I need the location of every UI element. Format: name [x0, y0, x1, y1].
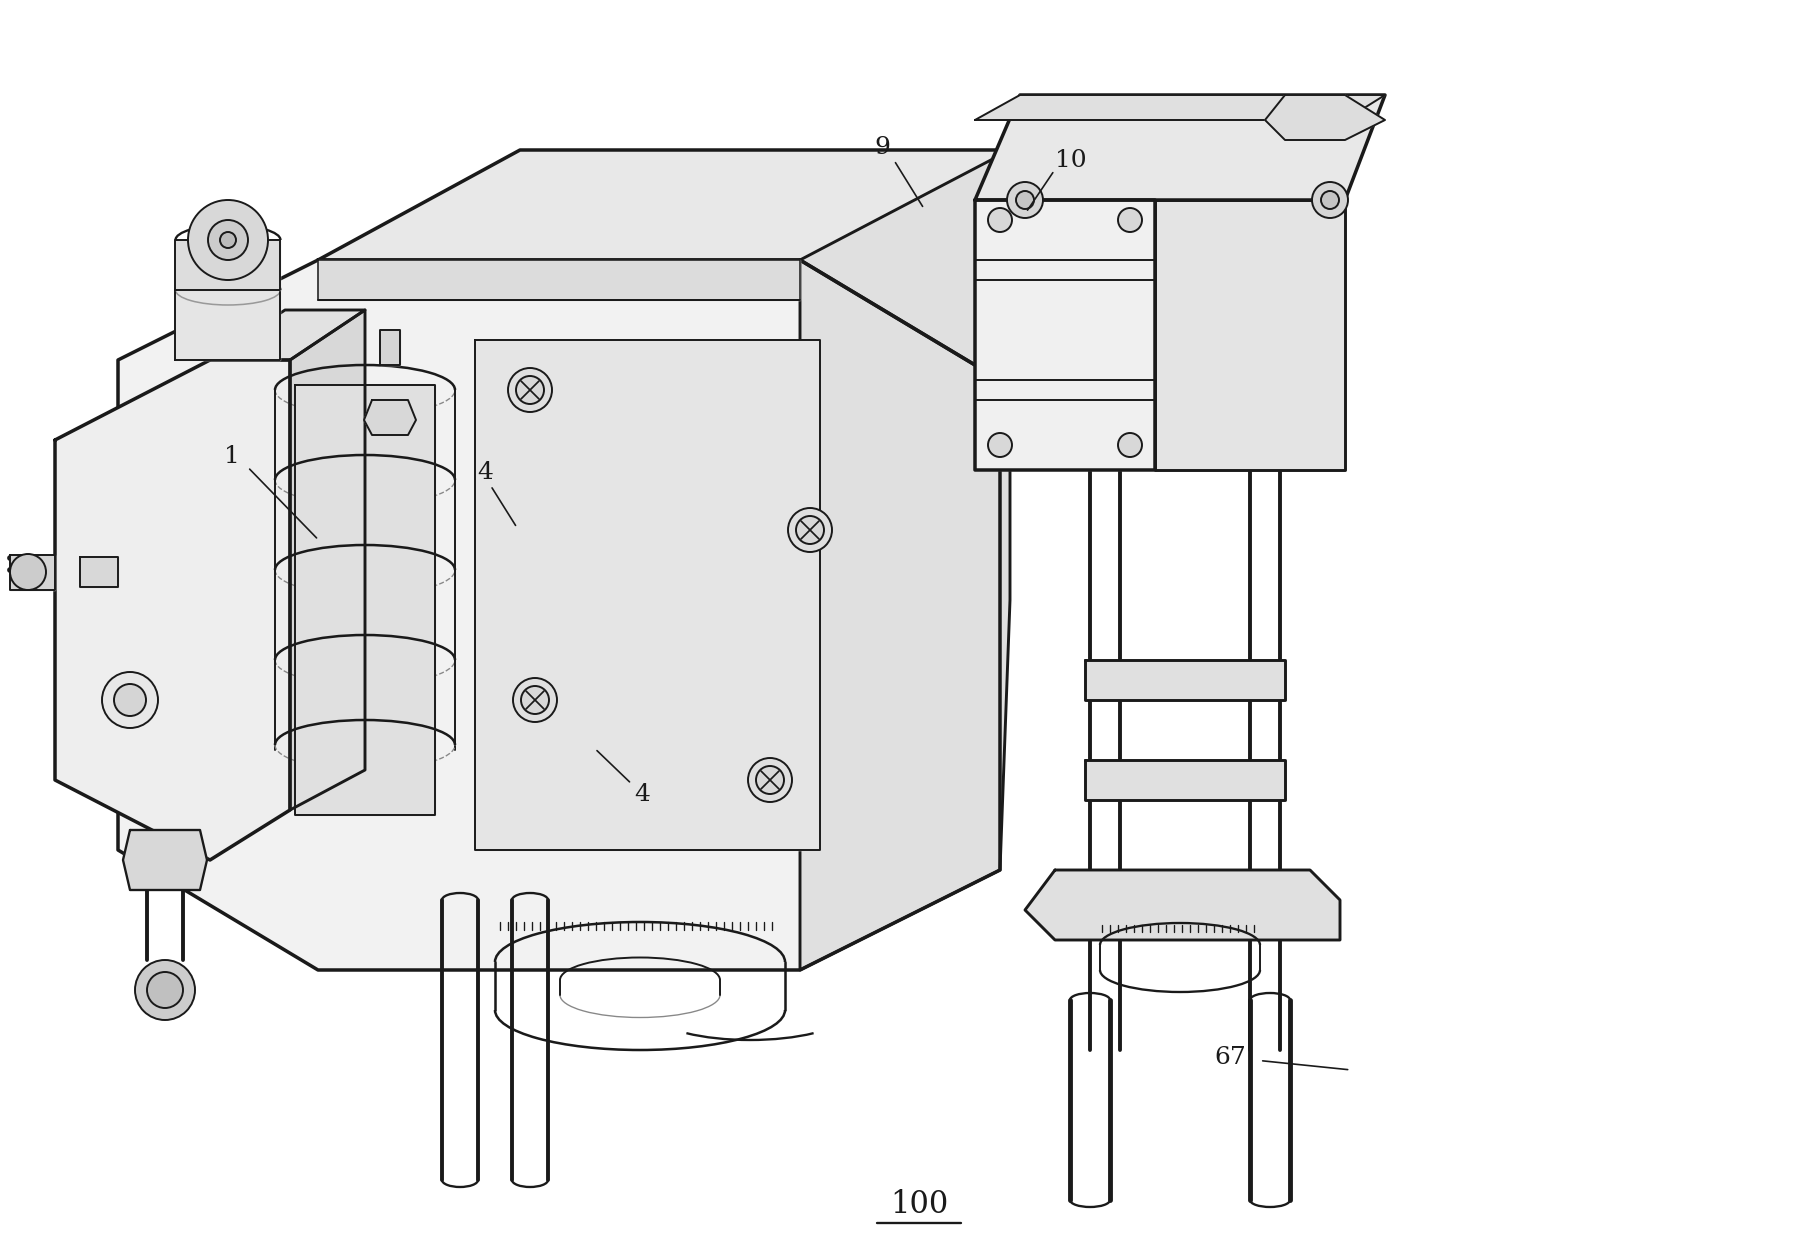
Circle shape — [1008, 181, 1044, 218]
Circle shape — [1118, 208, 1141, 231]
Circle shape — [1312, 181, 1348, 218]
Polygon shape — [1026, 869, 1340, 940]
Circle shape — [188, 200, 268, 280]
Circle shape — [1017, 191, 1035, 209]
Circle shape — [789, 508, 832, 552]
Polygon shape — [318, 150, 1009, 380]
Polygon shape — [380, 330, 400, 365]
Circle shape — [988, 208, 1011, 231]
Polygon shape — [364, 400, 416, 435]
Polygon shape — [1085, 661, 1284, 701]
Text: 9: 9 — [876, 136, 890, 159]
Text: 100: 100 — [890, 1190, 948, 1220]
Polygon shape — [1154, 200, 1346, 470]
Circle shape — [508, 368, 552, 412]
Polygon shape — [318, 260, 800, 300]
Polygon shape — [123, 829, 206, 889]
Polygon shape — [11, 555, 54, 590]
Polygon shape — [54, 360, 289, 859]
Circle shape — [988, 433, 1011, 457]
Circle shape — [514, 678, 557, 722]
Circle shape — [101, 672, 157, 728]
Polygon shape — [118, 260, 1000, 970]
Polygon shape — [295, 385, 434, 814]
Polygon shape — [80, 557, 118, 587]
Circle shape — [756, 766, 783, 794]
Circle shape — [1118, 433, 1141, 457]
Polygon shape — [975, 200, 1154, 470]
Polygon shape — [975, 95, 1386, 200]
Polygon shape — [175, 240, 280, 290]
Text: 4: 4 — [635, 783, 649, 806]
Polygon shape — [975, 95, 1386, 120]
Circle shape — [221, 231, 235, 248]
Circle shape — [136, 960, 195, 1020]
Text: 1: 1 — [224, 445, 239, 468]
Circle shape — [208, 220, 248, 260]
Circle shape — [147, 972, 183, 1008]
Text: 4: 4 — [478, 462, 492, 484]
Polygon shape — [800, 150, 1009, 970]
Circle shape — [11, 554, 45, 590]
Circle shape — [747, 758, 792, 802]
Polygon shape — [1085, 761, 1284, 799]
Text: 67: 67 — [1214, 1046, 1246, 1068]
Polygon shape — [210, 310, 365, 360]
Polygon shape — [1264, 95, 1386, 140]
Circle shape — [796, 515, 825, 544]
Circle shape — [114, 684, 147, 716]
Polygon shape — [476, 340, 819, 849]
Circle shape — [521, 686, 548, 714]
Polygon shape — [175, 290, 280, 360]
Circle shape — [1321, 191, 1339, 209]
Polygon shape — [289, 310, 365, 809]
Text: 10: 10 — [1055, 149, 1087, 171]
Circle shape — [516, 377, 545, 404]
